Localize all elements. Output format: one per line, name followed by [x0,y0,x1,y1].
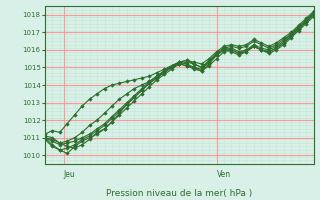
Text: Jeu: Jeu [64,170,76,179]
Text: Ven: Ven [217,170,231,179]
Text: Pression niveau de la mer( hPa ): Pression niveau de la mer( hPa ) [106,189,252,198]
